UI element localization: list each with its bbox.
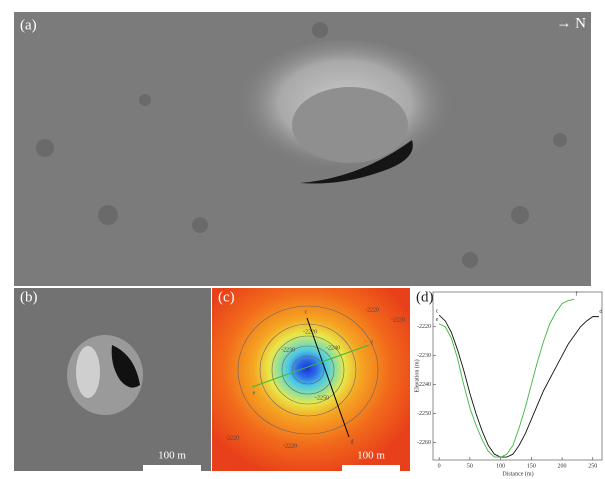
contour-label: -2220 bbox=[283, 443, 297, 449]
panel-label: (a) bbox=[20, 17, 37, 33]
profile-start-label: e bbox=[436, 317, 439, 323]
scale-bar bbox=[143, 465, 201, 471]
crater-bright-wall bbox=[76, 346, 100, 398]
contour-label: -2240 bbox=[326, 345, 340, 351]
contour-label: -2220 bbox=[225, 435, 239, 441]
y-tick-label: -2220 bbox=[417, 324, 431, 330]
contour-label: -2220 bbox=[365, 307, 379, 313]
contour-label: -2220 bbox=[303, 329, 317, 335]
figure: (a) → N (b) 100 m c d e f -2220 -2230 -2… bbox=[0, 0, 605, 479]
x-axis-label: Distance (m) bbox=[502, 470, 533, 477]
panel-label: (d) bbox=[416, 289, 434, 305]
y-tick-label: -2250 bbox=[417, 411, 431, 417]
profile-label: f bbox=[371, 339, 373, 346]
y-tick-label: -2230 bbox=[417, 353, 431, 359]
x-tick-label: 50 bbox=[467, 463, 473, 469]
panel-d-background bbox=[411, 288, 605, 471]
profile-end-label: f bbox=[575, 291, 577, 298]
scale-label: 100 m bbox=[357, 450, 385, 462]
contour-label: -2220 bbox=[391, 317, 405, 323]
scale-label: 100 m bbox=[158, 450, 186, 462]
y-tick-label: -2240 bbox=[417, 382, 431, 388]
contour-label: -2230 bbox=[281, 347, 295, 353]
crater-floor bbox=[292, 87, 408, 163]
x-tick-label: 200 bbox=[558, 463, 567, 469]
x-tick-label: 0 bbox=[438, 463, 441, 469]
panel-c-dem bbox=[212, 288, 410, 471]
panel-label: (b) bbox=[20, 289, 38, 305]
profile-start-label: c bbox=[436, 309, 439, 315]
north-label: → N bbox=[556, 15, 586, 31]
profile-label: e bbox=[253, 390, 256, 396]
panel-label: (c) bbox=[218, 289, 235, 305]
y-tick-label: -2260 bbox=[417, 440, 431, 446]
profile-label: d bbox=[351, 439, 354, 445]
scale-bar bbox=[342, 465, 400, 471]
x-tick-label: 250 bbox=[588, 463, 597, 469]
profile-end-label: d bbox=[599, 309, 602, 315]
x-tick-label: 150 bbox=[527, 463, 536, 469]
x-tick-label: 100 bbox=[496, 463, 505, 469]
contour-label: -2250 bbox=[315, 395, 329, 401]
profile-label: c bbox=[305, 309, 308, 315]
